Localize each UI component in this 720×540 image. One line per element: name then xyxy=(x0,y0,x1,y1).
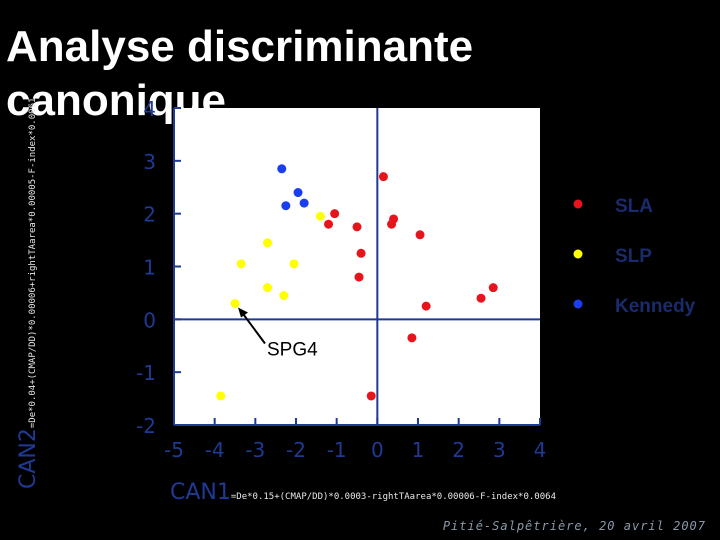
data-point-kennedy xyxy=(299,198,309,208)
y-tick-label: -1 xyxy=(136,361,156,385)
data-point-sla xyxy=(354,272,364,282)
data-point-slp xyxy=(279,291,289,301)
plot-area xyxy=(174,108,540,425)
y-axis-label: CAN2=De*0.04+(CMAP/DD)*0.00006+rightTAar… xyxy=(16,98,41,489)
y-axis-title: CAN2 xyxy=(16,428,41,489)
footer-text: Pitié-Salpêtrière, 20 avril 2007 xyxy=(442,519,706,533)
legend-marker-sla xyxy=(573,199,583,209)
data-point-kennedy xyxy=(277,164,287,174)
legend-label-slp: SLP xyxy=(615,246,652,267)
x-tick-label: -2 xyxy=(286,438,306,462)
data-point-slp xyxy=(315,211,325,221)
data-point-slp xyxy=(289,259,299,269)
data-point-sla xyxy=(387,219,397,229)
data-point-sla xyxy=(378,172,388,182)
x-tick-label: 2 xyxy=(452,438,465,462)
y-tick-label: 3 xyxy=(143,150,156,174)
x-tick-label: -5 xyxy=(164,438,184,462)
data-point-slp xyxy=(216,391,226,401)
data-point-kennedy xyxy=(281,201,291,211)
data-point-sla xyxy=(421,301,431,311)
x-axis-title: CAN1 xyxy=(170,480,231,505)
y-tick-label: 1 xyxy=(143,256,156,280)
legend-marker-kennedy xyxy=(573,299,583,309)
y-tick-label: 2 xyxy=(143,203,156,227)
annotation-label: SPG4 xyxy=(267,339,318,360)
x-tick-label: 4 xyxy=(534,438,547,462)
x-tick-label: -3 xyxy=(245,438,265,462)
data-point-sla xyxy=(366,391,376,401)
data-point-slp xyxy=(236,259,246,269)
data-point-sla xyxy=(330,209,340,219)
legend-marker-slp xyxy=(573,249,583,259)
annotation-arrow xyxy=(241,311,266,345)
legend-label-sla: SLA xyxy=(615,196,653,217)
data-point-sla xyxy=(476,293,486,303)
data-point-sla xyxy=(356,248,366,258)
slide-title: Analyse discriminante canonique xyxy=(6,22,474,125)
y-tick-label: 0 xyxy=(143,308,156,332)
data-point-slp xyxy=(263,238,273,248)
annotation-arrowhead xyxy=(238,307,248,318)
x-axis-formula: =De*0.15+(CMAP/DD)*0.0003-rightTAarea*0.… xyxy=(230,492,556,502)
y-tick-label: -2 xyxy=(136,414,156,438)
x-tick-label: -4 xyxy=(205,438,225,462)
x-tick-label: 3 xyxy=(493,438,506,462)
x-tick-label: 1 xyxy=(412,438,425,462)
data-point-sla xyxy=(407,333,417,343)
x-tick-label: -1 xyxy=(327,438,347,462)
data-point-sla xyxy=(415,230,425,240)
data-point-slp xyxy=(230,298,240,308)
data-point-kennedy xyxy=(293,188,303,198)
data-point-slp xyxy=(263,283,273,293)
data-point-sla xyxy=(488,283,498,293)
legend-label-kennedy: Kennedy xyxy=(615,296,696,317)
data-point-sla xyxy=(324,219,334,229)
y-axis-formula: =De*0.04+(CMAP/DD)*0.00006+rightTAarea*0… xyxy=(28,97,38,429)
y-tick-label: 4 xyxy=(143,97,156,121)
x-axis-label: CAN1=De*0.15+(CMAP/DD)*0.0003-rightTAare… xyxy=(170,480,556,505)
x-tick-label: 0 xyxy=(371,438,384,462)
data-point-sla xyxy=(352,222,362,232)
